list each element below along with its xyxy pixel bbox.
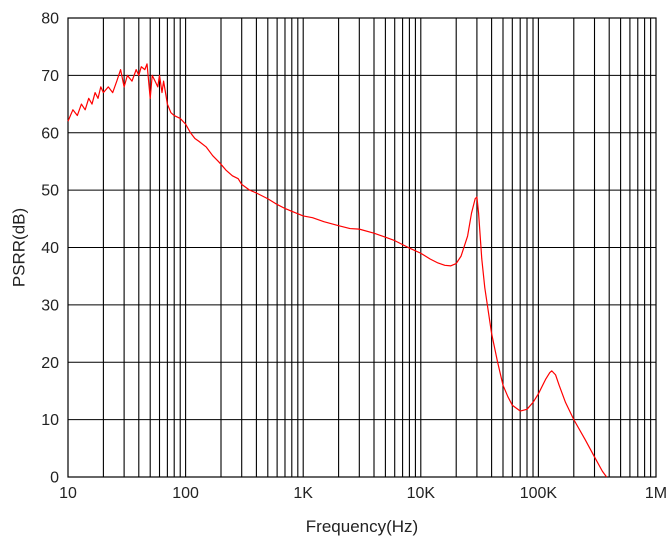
y-tick-label: 20: [41, 355, 59, 372]
y-tick-label: 0: [50, 470, 59, 487]
grid: [68, 18, 656, 477]
x-tick-label: 10: [59, 485, 77, 502]
x-axis-title: Frequency(Hz): [306, 517, 418, 536]
y-tick-label: 30: [41, 297, 59, 314]
y-tick-label: 50: [41, 183, 59, 200]
y-axis-title: PSRR(dB): [9, 208, 28, 287]
plot-frame: [67, 17, 657, 478]
x-tick-label: 1K: [293, 485, 313, 502]
y-tick-label: 60: [41, 125, 59, 142]
x-tick-label: 100K: [520, 485, 558, 502]
x-tick-label: 10K: [407, 485, 436, 502]
x-tick-label: 1M: [645, 485, 666, 502]
y-tick-label: 10: [41, 412, 59, 429]
data-series: [67, 63, 608, 478]
series-line: [67, 63, 608, 478]
y-tick-label: 80: [41, 11, 59, 28]
x-tick-label: 100: [172, 485, 199, 502]
y-tick-label: 40: [41, 240, 59, 257]
y-tick-label: 70: [41, 68, 59, 85]
